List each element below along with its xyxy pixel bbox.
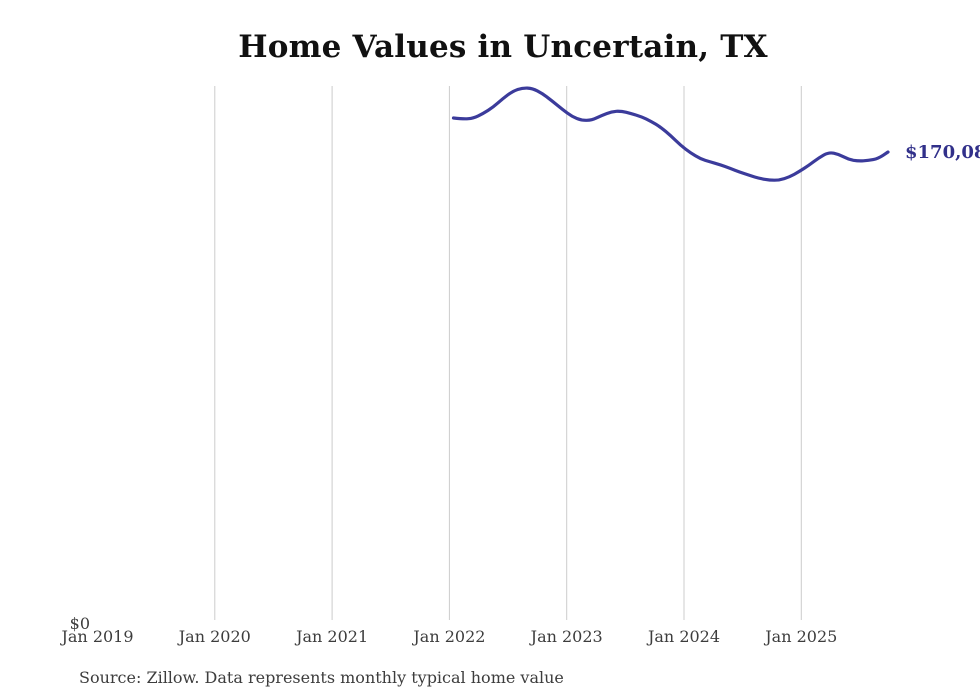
x-tick-label: Jan 2024 bbox=[647, 627, 721, 646]
x-tick-label: Jan 2023 bbox=[530, 627, 603, 646]
chart-title: Home Values in Uncertain, TX bbox=[238, 29, 768, 65]
y-axis-zero-label: $0 bbox=[69, 614, 90, 633]
x-tick-label: Jan 2022 bbox=[413, 627, 486, 646]
x-tick-label: Jan 2025 bbox=[765, 627, 838, 646]
x-tick-label: Jan 2021 bbox=[296, 627, 369, 646]
x-tick-label: Jan 2020 bbox=[178, 627, 251, 646]
x-tick-label: Jan 2019 bbox=[61, 627, 134, 646]
home-value-line bbox=[451, 86, 890, 182]
latest-value-label: $170,089 bbox=[905, 142, 980, 163]
source-note: Source: Zillow. Data represents monthly … bbox=[79, 668, 564, 687]
